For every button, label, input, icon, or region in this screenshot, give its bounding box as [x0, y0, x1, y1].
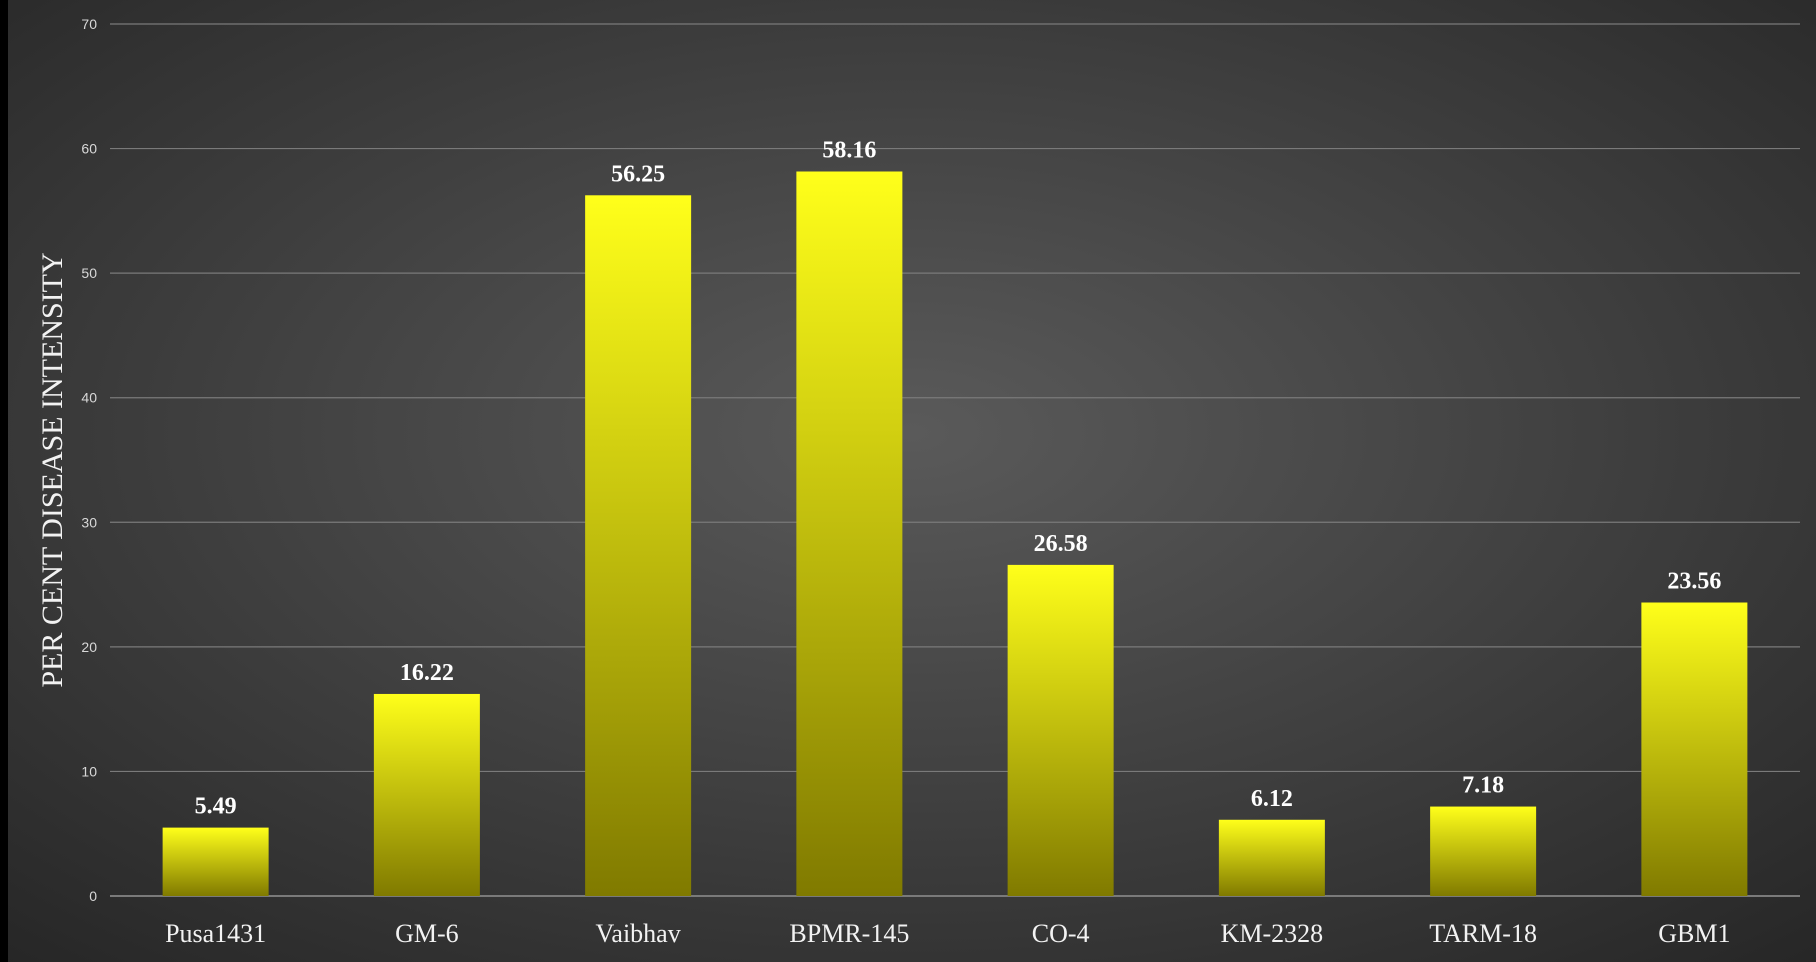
data-label: 23.56 — [1667, 569, 1721, 595]
bar-gm-6 — [373, 693, 480, 896]
x-category-label: BPMR-145 — [789, 919, 909, 948]
y-tick-label: 30 — [81, 514, 97, 530]
y-tick-label: 50 — [81, 265, 97, 281]
x-category-label: TARM-18 — [1429, 919, 1537, 948]
bars — [162, 171, 1748, 897]
bar-co-4 — [1007, 564, 1114, 896]
y-axis-title: PER CENT DISEASE INTENSITY — [36, 252, 69, 687]
bar-tarm-18 — [1430, 806, 1537, 896]
bar-bpmr-145 — [796, 171, 903, 897]
data-label: 26.58 — [1034, 531, 1088, 557]
bar-km-2328 — [1218, 819, 1325, 896]
x-category-label: Pusa1431 — [165, 919, 266, 948]
x-category-label: KM-2328 — [1221, 919, 1324, 948]
y-axis-ticks: 0 10 20 30 40 50 60 70 — [81, 16, 97, 904]
y-tick-label: 10 — [81, 763, 97, 779]
x-category-label: GM-6 — [395, 919, 459, 948]
x-category-label: CO-4 — [1032, 919, 1090, 948]
data-label: 58.16 — [822, 137, 876, 163]
data-labels: 5.49 16.22 56.25 58.16 26.58 6.12 7.18 23.56 — [195, 137, 1722, 819]
y-tick-label: 0 — [89, 888, 97, 904]
data-label: 5.49 — [195, 794, 237, 820]
data-label: 6.12 — [1251, 786, 1293, 812]
x-axis-categories: Pusa1431 GM-6 Vaibhav BPMR-145 CO-4 KM-2328 TA… — [165, 919, 1730, 948]
x-category-label: Vaibhav — [596, 919, 681, 948]
y-tick-label: 40 — [81, 390, 97, 406]
data-label: 7.18 — [1462, 773, 1504, 799]
data-label: 16.22 — [400, 660, 454, 686]
y-tick-label: 20 — [81, 639, 97, 655]
bar-gbm1 — [1641, 602, 1748, 896]
y-tick-label: 70 — [81, 16, 97, 32]
bar-vaibhav — [585, 195, 692, 897]
bar-pusa1431 — [162, 827, 269, 896]
x-category-label: GBM1 — [1658, 919, 1730, 948]
chart-background — [8, 0, 1816, 962]
data-label: 56.25 — [611, 161, 665, 187]
y-tick-label: 60 — [81, 141, 97, 157]
